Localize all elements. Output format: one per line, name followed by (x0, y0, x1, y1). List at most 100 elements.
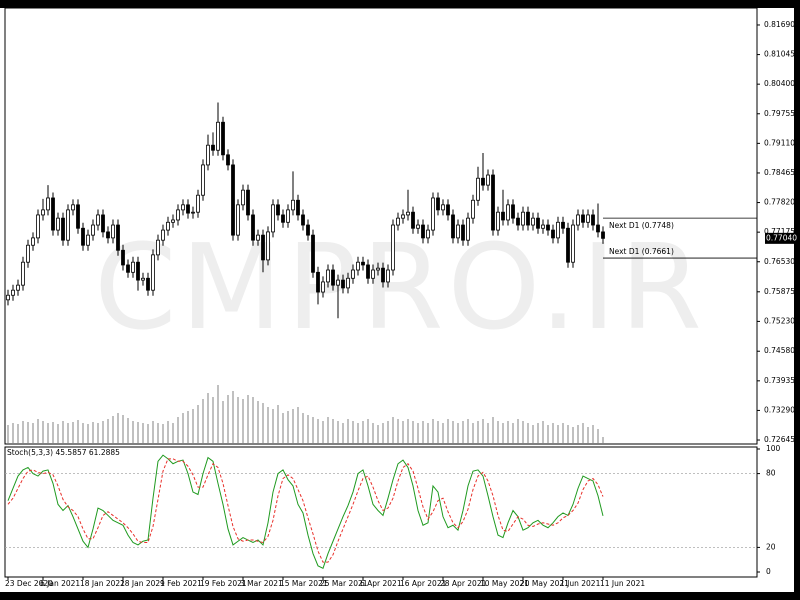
x-tick-label: 10 May 2021 (480, 579, 529, 588)
candle-body (426, 229, 430, 239)
candle-body (116, 224, 120, 251)
candle-body (401, 214, 405, 219)
y-tick-label: 0.80400 (764, 79, 795, 88)
candle-body (76, 204, 80, 229)
y-tick-label: 0.77175 (764, 227, 795, 236)
x-tick-label: 23 Dec 2020 (5, 579, 53, 588)
y-tick-label: 0.81690 (764, 20, 795, 29)
candle-body (266, 231, 270, 261)
x-tick-label: 15 Mar 2021 (280, 579, 328, 588)
stoch-signal-value: 61.2885 (89, 448, 120, 457)
candle-body (566, 227, 570, 263)
candle-body (106, 231, 110, 239)
candle-body (436, 197, 440, 211)
candle-body (66, 209, 70, 241)
y-tick-label: 0.72645 (764, 435, 795, 444)
candle-body (551, 229, 555, 239)
candle-body (136, 261, 140, 281)
annotation-label: Next D1 (0.7748) (609, 221, 674, 230)
candle-body (306, 224, 310, 236)
candle-body (151, 254, 155, 291)
candle-body (36, 214, 40, 239)
stoch-pane-frame (4, 446, 758, 578)
candle-body (236, 204, 240, 236)
y-tick-label: 0.81045 (764, 50, 795, 59)
candle-body (451, 214, 455, 239)
candle-body (281, 214, 285, 223)
candle-body (301, 214, 305, 226)
y-tick-label: 0.77820 (764, 198, 795, 207)
candle-body (231, 164, 235, 236)
candle-body (481, 177, 485, 186)
y-tick-label: 0.74580 (764, 346, 795, 355)
y-tick-label: 0.76530 (764, 257, 795, 266)
candle-body (71, 204, 75, 211)
candle-body (61, 217, 65, 241)
candle-body (256, 234, 260, 241)
candle-body (196, 194, 200, 213)
candle-body (386, 269, 390, 283)
candle-body (491, 174, 495, 231)
x-tick-label: 18 Jan 2021 (80, 579, 125, 588)
stoch-line (7, 454, 604, 570)
candle-body (81, 227, 85, 246)
price-pane-frame (4, 7, 758, 445)
candle-body (431, 197, 435, 231)
y-tick-label: 0.73935 (764, 376, 795, 385)
candle-body (561, 221, 565, 229)
candle-body (201, 164, 205, 196)
stoch-main-value: 45.5857 (56, 448, 87, 457)
candle-body (361, 261, 365, 266)
candle-body (101, 214, 105, 233)
candle-body (241, 189, 245, 206)
x-tick-label: 16 Apr 2021 (400, 579, 447, 588)
candle-body (291, 199, 295, 211)
candle-body (11, 289, 15, 296)
candle-body (446, 204, 450, 216)
candle-body (371, 269, 375, 279)
candle-body (156, 239, 160, 256)
y-tick-label: 100 (766, 444, 781, 453)
candle-body (131, 261, 135, 273)
current-price-box (765, 232, 794, 244)
candle-body (321, 281, 325, 293)
candle-body (366, 264, 370, 279)
candle-body (26, 244, 30, 263)
candle-body (316, 271, 320, 293)
x-tick-label: 1 Jun 2021 (560, 579, 601, 588)
candle-body (171, 219, 175, 223)
candle-body (126, 264, 130, 273)
candle-body (326, 269, 330, 283)
x-tick-label: 25 Mar 2021 (320, 579, 368, 588)
y-tick-label: 0.73290 (764, 405, 795, 414)
candle-body (471, 199, 475, 219)
candle-body (166, 221, 170, 231)
candle-body (531, 217, 535, 226)
watermark: CMPRO.IR (94, 218, 706, 356)
y-tick-label: 0.79755 (764, 109, 795, 118)
candle-body (191, 211, 195, 214)
candle-body (41, 209, 45, 216)
candle-body (161, 229, 165, 241)
candle-body (376, 267, 380, 271)
candle-body (601, 231, 605, 239)
candle-body (176, 209, 180, 221)
candle-body (331, 269, 335, 286)
candle-body (476, 177, 480, 201)
candle-body (411, 211, 415, 229)
candle-body (51, 197, 55, 231)
candle-body (351, 269, 355, 279)
candle-body (251, 214, 255, 241)
candle-body (346, 277, 350, 289)
candle-body (456, 224, 460, 239)
x-tick-label: 9 Feb 2021 (160, 579, 202, 588)
x-tick-label: 28 Jan 2021 (120, 579, 165, 588)
candle-body (91, 224, 95, 236)
y-tick-label: 0.78465 (764, 168, 795, 177)
candle-body (526, 211, 530, 226)
stoch-line (7, 458, 604, 563)
annotation-label: Next D1 (0.7661) (609, 247, 674, 256)
candle-body (591, 214, 595, 226)
